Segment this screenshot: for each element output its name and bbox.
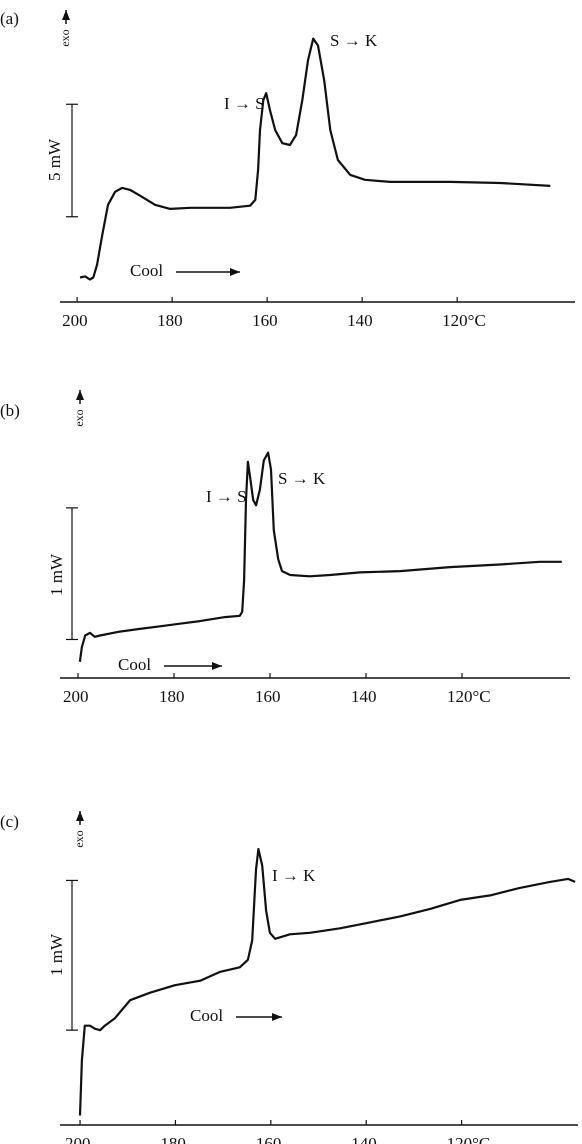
- x-tick-label: 160: [252, 311, 278, 330]
- direction-label: Cool: [190, 1006, 223, 1025]
- x-tick-label: 140: [351, 1134, 377, 1144]
- panel-label: (a): [0, 9, 19, 28]
- direction-arrow-head: [230, 268, 240, 276]
- direction-label: Cool: [130, 261, 163, 280]
- x-tick-label: 200: [63, 687, 89, 706]
- direction-arrow-head: [272, 1013, 282, 1021]
- x-tick-label: 180: [157, 311, 183, 330]
- x-tick-label: 160: [255, 687, 281, 706]
- exo-arrow-head: [76, 390, 84, 400]
- direction-label: Cool: [118, 655, 151, 674]
- annotation: I → S: [224, 94, 265, 113]
- exo-label: exo: [58, 29, 72, 46]
- panel-label: (c): [0, 812, 19, 831]
- x-tick-label: 140: [351, 687, 377, 706]
- dsc-curve: [79, 37, 551, 281]
- annotation: I → S: [206, 487, 247, 506]
- exo-arrow-head: [62, 10, 70, 20]
- dsc-curve: [78, 847, 576, 1116]
- x-tick-label: 120°C: [442, 311, 486, 330]
- exo-label: exo: [72, 830, 86, 847]
- x-tick-label: 180: [159, 687, 185, 706]
- annotation: I → K: [272, 866, 316, 885]
- x-tick-label: 180: [160, 1134, 186, 1144]
- annotation: S → K: [278, 469, 326, 488]
- x-tick-label: 140: [347, 311, 373, 330]
- panel-label: (b): [0, 401, 20, 420]
- y-label: 5 mW: [45, 138, 64, 181]
- direction-arrow-head: [212, 662, 222, 670]
- y-label: 1 mW: [47, 933, 66, 976]
- annotation: S → K: [330, 31, 378, 50]
- exo-arrow-head: [76, 811, 84, 821]
- y-label: 1 mW: [47, 553, 66, 596]
- x-tick-label: 120°C: [447, 687, 491, 706]
- exo-label: exo: [72, 409, 86, 426]
- x-tick-label: 160: [256, 1134, 282, 1144]
- x-tick-label: 200: [65, 1134, 91, 1144]
- x-tick-label: 120°C: [447, 1134, 491, 1144]
- x-tick-label: 200: [62, 311, 87, 330]
- dsc-curve: [78, 451, 562, 662]
